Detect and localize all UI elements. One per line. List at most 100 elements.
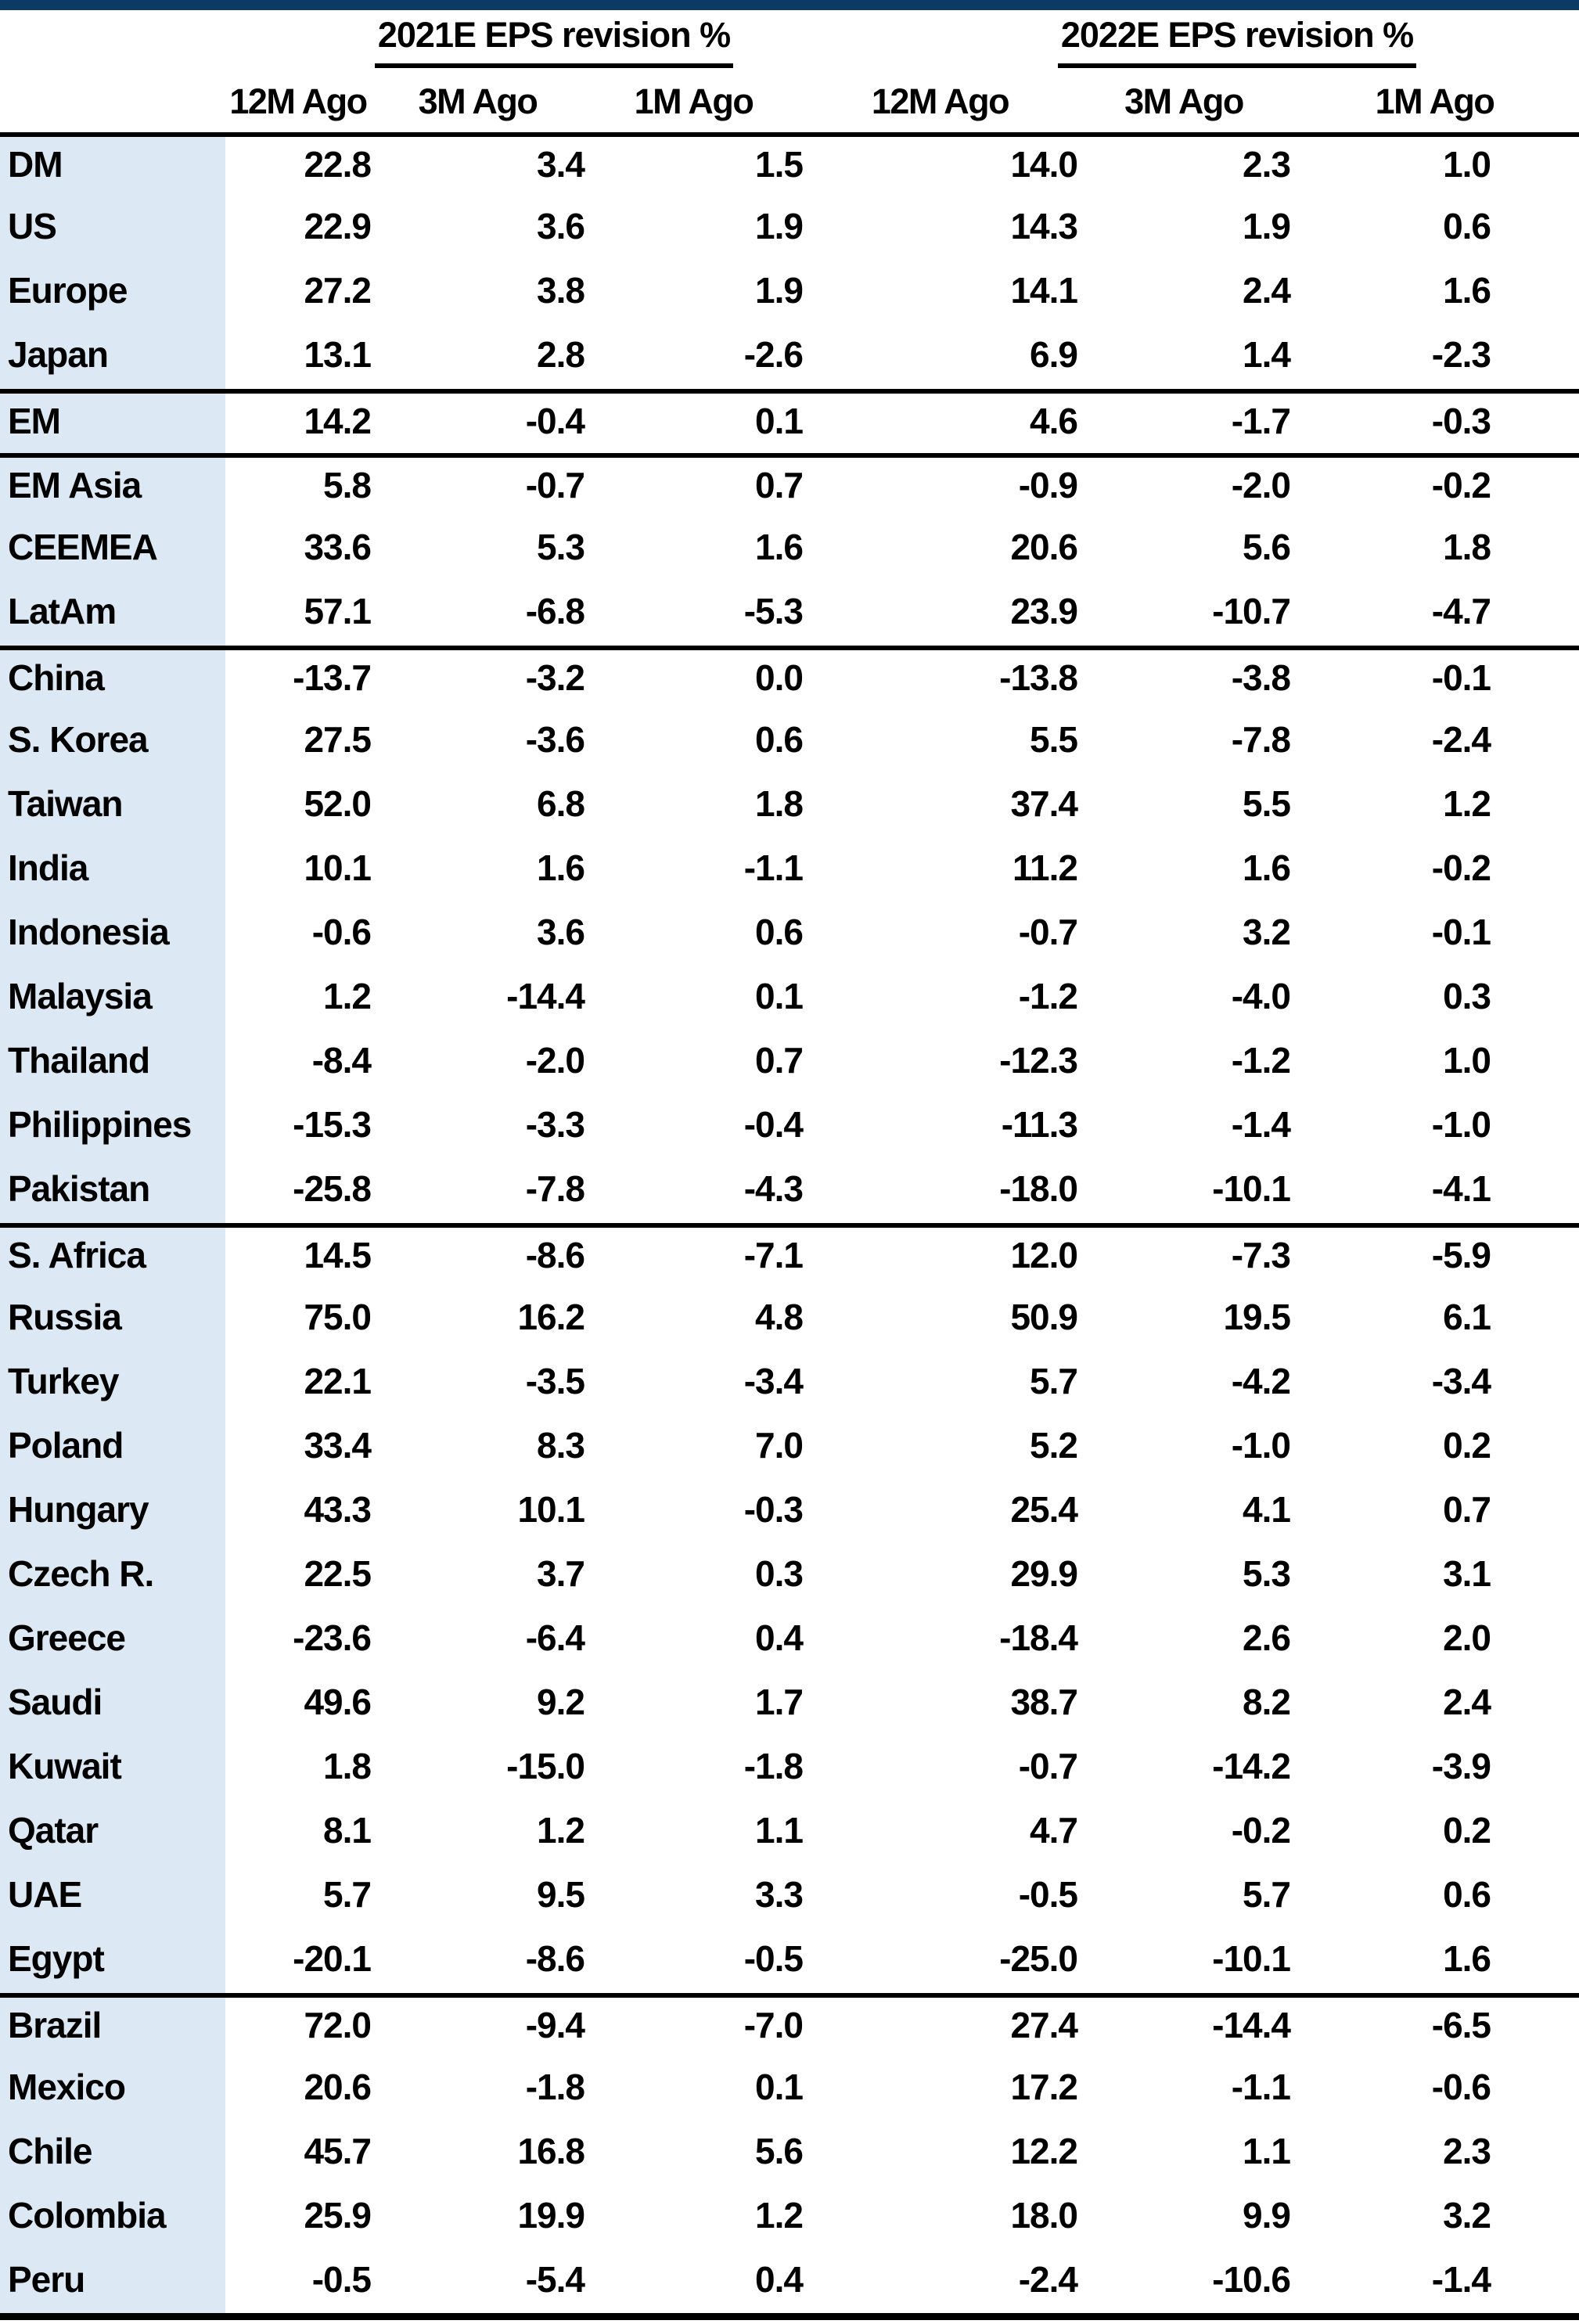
value-cell: 5.7 [323, 1874, 372, 1915]
value-cell: 1.2 [755, 2195, 804, 2236]
value-cell: 17.2 [1010, 2067, 1078, 2107]
value-cell: 10.1 [517, 1489, 585, 1530]
value-cell: -0.6 [311, 912, 372, 952]
value-cell: -13.7 [293, 657, 372, 698]
value-cell: -1.4 [1431, 2259, 1491, 2300]
table-header: 2021E EPS revision % 2022E EPS revision … [0, 10, 1579, 137]
value-cell: -2.0 [1231, 465, 1291, 505]
value-cell: 4.7 [1030, 1810, 1078, 1851]
value-cell: 0.1 [755, 2067, 804, 2107]
table-row: Philippines -15.3 -3.3 -0.4 -11.3 -1.4 -1.0 [0, 1097, 1579, 1161]
value-cell: -7.8 [1231, 719, 1291, 760]
value-cell: -20.1 [225, 1931, 372, 1998]
value-cell: 0.6 [1443, 1874, 1491, 1915]
value-cell: -0.1 [1431, 657, 1491, 698]
table-row: Mexico 20.6 -1.8 0.1 17.2 -1.1 -0.6 [0, 2060, 1579, 2124]
value-cell: 5.7 [1243, 1874, 1291, 1915]
value-cell: -1.2 [1231, 1040, 1291, 1081]
table-row: UAE 5.7 9.5 3.3 -0.5 5.7 0.6 [0, 1867, 1579, 1931]
value-cell: 3.2 [1443, 2195, 1491, 2236]
value-cell: -0.2 [1431, 465, 1491, 505]
column-header-12m-ago-2021: 12M Ago [225, 69, 371, 137]
row-label: UAE [0, 1867, 225, 1931]
row-label: S. Africa [0, 1225, 225, 1290]
value-cell: -0.7 [525, 465, 585, 505]
value-cell: 1.6 [755, 527, 804, 567]
eps-revision-table: 2021E EPS revision % 2022E EPS revision … [0, 10, 1579, 2320]
value-cell: 0.4 [755, 2259, 804, 2300]
table-row: Taiwan 52.0 6.8 1.8 37.4 5.5 1.2 [0, 776, 1579, 840]
table-row: Saudi 49.6 9.2 1.7 38.7 8.2 2.4 [0, 1675, 1579, 1739]
value-cell: -12.3 [999, 1040, 1078, 1081]
row-label: Greece [0, 1610, 225, 1675]
value-cell: 18.0 [1010, 2195, 1078, 2236]
value-cell: 9.9 [1243, 2195, 1291, 2236]
value-cell: 9.2 [537, 1682, 585, 1722]
value-cell: 2.3 [1443, 2131, 1491, 2171]
value-cell: -4.7 [1290, 584, 1579, 650]
value-cell: 0.2 [1443, 1425, 1491, 1466]
value-cell: -4.3 [584, 1161, 804, 1228]
table-row: EM 14.2 -0.4 0.1 4.6 -1.7 -0.3 [0, 391, 1579, 458]
table-row: CEEMEA 33.6 5.3 1.6 20.6 5.6 1.8 [0, 520, 1579, 584]
value-cell: 5.5 [1243, 783, 1291, 824]
value-cell: 20.6 [304, 2067, 372, 2107]
value-cell: 13.1 [225, 327, 372, 394]
value-cell: 1.0 [1443, 144, 1491, 185]
value-cell: -3.2 [525, 657, 585, 698]
value-cell: 3.7 [537, 1553, 585, 1594]
table-row: S. Korea 27.5 -3.6 0.6 5.5 -7.8 -2.4 [0, 712, 1579, 776]
value-cell: 0.2 [1443, 1810, 1491, 1851]
value-cell: -3.3 [525, 1104, 585, 1145]
value-cell: 14.2 [225, 391, 372, 458]
value-cell: -14.4 [506, 976, 585, 1016]
table-row: Poland 33.4 8.3 7.0 5.2 -1.0 0.2 [0, 1418, 1579, 1482]
value-cell: -11.3 [1001, 1104, 1078, 1145]
value-cell: 1.8 [1443, 527, 1491, 567]
value-cell: -4.0 [1231, 976, 1291, 1016]
table-row: Brazil 72.0 -9.4 -7.0 27.4 -14.4 -6.5 [0, 1995, 1579, 2060]
row-label: US [0, 199, 225, 263]
value-cell: -0.5 [584, 1931, 804, 1998]
table-row: Peru -0.5 -5.4 0.4 -2.4 -10.6 -1.4 [0, 2252, 1579, 2316]
value-cell: 5.2 [1030, 1425, 1078, 1466]
value-cell: 5.3 [537, 527, 585, 567]
value-cell: -2.3 [1290, 327, 1579, 394]
value-cell: 8.3 [537, 1425, 585, 1466]
row-label: EM Asia [0, 455, 225, 520]
value-cell: 1.6 [537, 847, 585, 888]
value-cell: 1.8 [755, 783, 804, 824]
value-cell: 0.6 [755, 719, 804, 760]
value-cell: 1.6 [1290, 1931, 1579, 1998]
value-cell: 29.9 [1010, 1553, 1078, 1594]
value-cell: -1.8 [743, 1746, 804, 1786]
value-cell: 38.7 [1010, 1682, 1078, 1722]
group-header-2022: 2022E EPS revision % [803, 10, 1579, 69]
row-label: Brazil [0, 1995, 225, 2060]
value-cell: -1.2 [1018, 976, 1078, 1016]
value-cell: 25.9 [304, 2195, 372, 2236]
value-cell: 49.6 [304, 1682, 372, 1722]
value-cell: 1.2 [537, 1810, 585, 1851]
value-cell: -23.6 [293, 1617, 372, 1658]
value-cell: 1.9 [1243, 206, 1291, 246]
value-cell: -25.8 [225, 1161, 372, 1228]
value-cell: 6.1 [1443, 1297, 1491, 1337]
value-cell: -6.8 [371, 584, 585, 650]
value-cell: 0.6 [1443, 206, 1491, 246]
table-row: Egypt -20.1 -8.6 -0.5 -25.0 -10.1 1.6 [0, 1931, 1579, 1998]
value-cell: 1.6 [1243, 847, 1291, 888]
value-cell: 12.2 [1010, 2131, 1078, 2171]
value-cell: 9.5 [537, 1874, 585, 1915]
value-cell: -3.9 [1431, 1746, 1491, 1786]
value-cell: -2.6 [584, 327, 804, 394]
value-cell: -8.4 [311, 1040, 372, 1081]
table-row: Thailand -8.4 -2.0 0.7 -12.3 -1.2 1.0 [0, 1033, 1579, 1097]
table-row: US 22.9 3.6 1.9 14.3 1.9 0.6 [0, 199, 1579, 263]
value-cell: -2.0 [525, 1040, 585, 1081]
value-cell: -0.3 [1290, 391, 1579, 458]
group-header-2021-label: 2021E EPS revision % [374, 15, 734, 68]
value-cell: -3.4 [743, 1361, 804, 1401]
value-cell: 0.0 [755, 657, 804, 698]
value-cell: 5.5 [1030, 719, 1078, 760]
